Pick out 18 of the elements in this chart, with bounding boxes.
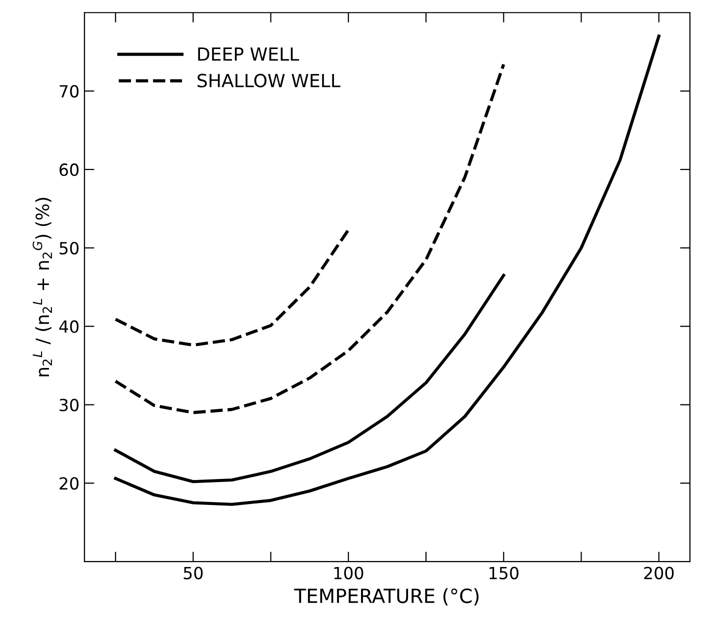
legend-label: DEEP WELL [198,47,300,61]
y-tick-label: 40 [59,320,79,333]
line-series [114,62,506,414]
y-tick-label: 60 [60,163,79,176]
line-series [114,228,350,347]
y-tick-label: 50 [60,242,79,254]
y-tick-label: 30 [60,398,79,412]
legend-label: SHALLOW WELL [198,74,340,88]
x-tick-label: 200 [644,566,674,580]
y-tick-label: 20 [60,477,79,490]
text: n$_{2}$$^{L}$ / (n$_{2}$$^{L}$ + n$_{2}$$^{G}$) (%) [32,198,52,376]
x-axis-title: TEMPERATURE (°C) [294,588,479,606]
x-tick-label: 100 [334,566,364,580]
x-tick-label: 150 [490,566,518,580]
y-tick-label: 70 [60,85,79,98]
line-series [114,274,506,484]
x-tick-label: 50 [184,566,203,580]
line-series [114,34,660,506]
